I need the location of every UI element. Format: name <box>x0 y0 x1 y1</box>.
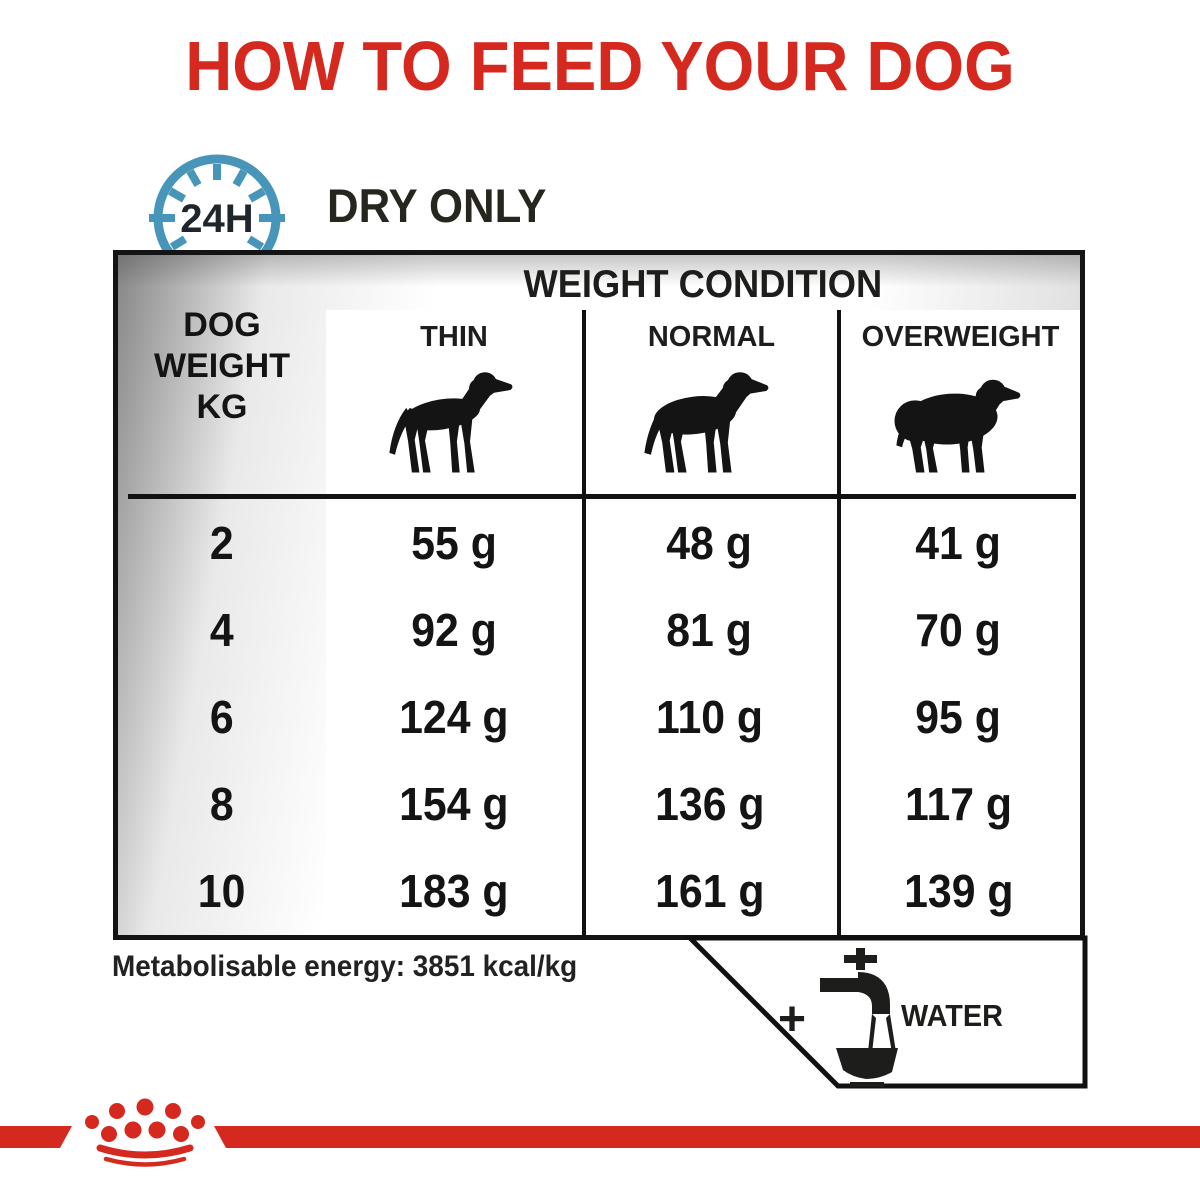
weight-cell: 6 <box>210 691 234 743</box>
feeding-table: WEIGHT CONDITION DOG WEIGHT KG THIN NORM… <box>113 250 1085 940</box>
royal-canin-crown-logo <box>85 1098 205 1167</box>
column-divider-1 <box>582 310 586 935</box>
thin-cell: 183 g <box>399 865 509 918</box>
overweight-cell: 70 g <box>915 603 1002 656</box>
24h-clock-icon: 24H <box>149 154 285 282</box>
normal-cell: 48 g <box>666 516 753 569</box>
dry-only-label: DRY ONLY <box>327 179 547 232</box>
column-label-thin: THIN <box>420 321 488 353</box>
thin-cell: 124 g <box>399 691 509 743</box>
row-header-line1: DOG <box>183 306 261 344</box>
table-row: 10 183 g 161 g 139 g <box>118 848 1080 935</box>
thin-cell: 92 g <box>411 603 497 656</box>
normal-dog-icon <box>644 372 769 473</box>
plus-sign: + <box>778 993 807 1046</box>
header-shade <box>118 255 1080 313</box>
table-header: WEIGHT CONDITION <box>523 263 883 306</box>
table-body: 2 55 g 48 g 41 g 4 92 g 81 g 70 g 6 124 … <box>118 499 1080 935</box>
column-divider-2 <box>837 310 841 935</box>
thin-cell: 154 g <box>399 778 509 831</box>
header-separator-line <box>128 494 1076 499</box>
weight-cell: 4 <box>210 603 234 656</box>
overweight-dog-icon <box>894 379 1021 473</box>
overweight-cell: 95 g <box>915 691 1002 743</box>
table-row: 8 154 g 136 g 117 g <box>118 761 1080 848</box>
weight-cell: 8 <box>210 778 234 831</box>
column-label-normal: NORMAL <box>647 321 776 353</box>
page-title: HOW TO FEED YOUR DOG <box>0 26 1200 106</box>
row-header-line2: WEIGHT <box>154 347 290 385</box>
normal-cell: 81 g <box>666 603 753 656</box>
water-tap-icon <box>820 948 898 1087</box>
normal-cell: 161 g <box>654 865 765 918</box>
row-header-line3: KG <box>196 388 248 426</box>
row-header-dog-weight-kg: DOG WEIGHT KG <box>118 305 326 428</box>
weight-cell: 10 <box>198 865 246 918</box>
column-label-overweight: OVERWEIGHT <box>861 321 1060 353</box>
normal-cell: 136 g <box>654 778 765 831</box>
thin-dog-icon <box>389 372 513 473</box>
table-row: 4 92 g 81 g 70 g <box>118 586 1080 673</box>
brand-bar-left <box>0 1126 72 1148</box>
table-row: 6 124 g 110 g 95 g <box>118 673 1080 760</box>
overweight-cell: 41 g <box>915 516 1002 569</box>
energy-note: Metabolisable energy: 3851 kcal/kg <box>112 950 578 983</box>
overweight-cell: 117 g <box>904 778 1013 831</box>
brand-bar-right <box>214 1126 1200 1148</box>
clock-24h-text: 24H <box>180 197 253 241</box>
page-title-text: HOW TO FEED YOUR DOG <box>185 27 1015 105</box>
thin-cell: 55 g <box>411 516 497 569</box>
weight-cell: 2 <box>210 516 234 569</box>
water-label: WATER <box>901 998 1003 1033</box>
overweight-cell: 139 g <box>903 865 1014 918</box>
normal-cell: 110 g <box>655 691 764 743</box>
table-row: 2 55 g 48 g 41 g <box>118 499 1080 586</box>
